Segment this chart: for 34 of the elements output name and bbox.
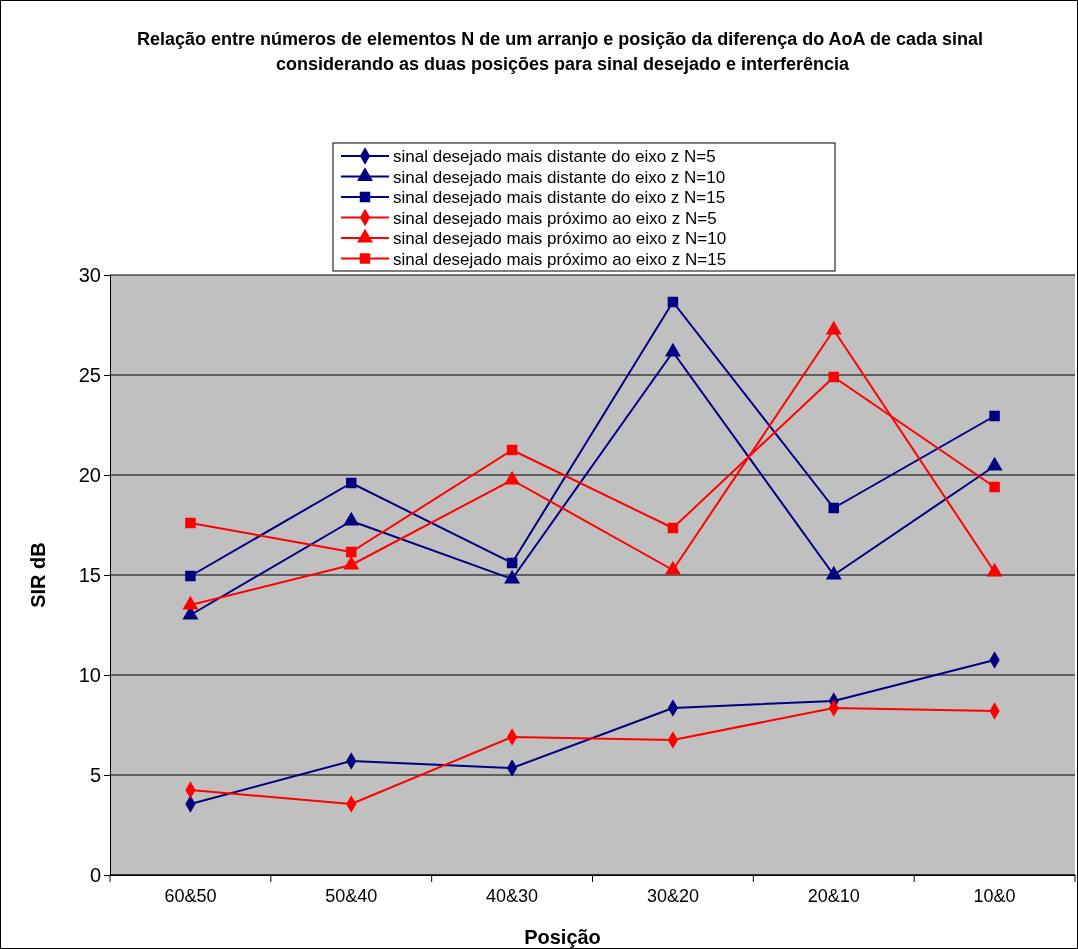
- x-tick-label: 20&10: [807, 885, 860, 906]
- legend-label: sinal desejado mais próximo ao eixo z N=15: [393, 249, 727, 269]
- point: [667, 296, 679, 308]
- x-tick-label: 40&30: [486, 885, 539, 906]
- point: [506, 557, 518, 569]
- point: [506, 444, 518, 456]
- point: [828, 371, 839, 383]
- point: [346, 477, 357, 489]
- legend-label: sinal desejado mais distante do eixo z N=10: [393, 167, 726, 187]
- y-tick-label: 5: [89, 763, 101, 786]
- point: [346, 546, 357, 558]
- y-tick-label: 25: [78, 363, 101, 386]
- y-tick-label: 30: [78, 263, 101, 286]
- point: [989, 481, 1000, 493]
- point: [185, 517, 196, 529]
- x-tick-label: 60&50: [164, 885, 217, 906]
- x-tick-label: 50&40: [325, 885, 378, 906]
- chart-title: Relação entre números de elementos N de um arranjo e posição da diferença do AoA de cada sinal considerando as duas posições para sinal desejado e interferência: [137, 29, 988, 74]
- x-tick-label: 30&20: [646, 885, 699, 906]
- y-tick-label: 15: [78, 563, 101, 586]
- y-tick-label: 10: [78, 663, 101, 686]
- legend-label: sinal desejado mais distante do eixo z N=15: [393, 188, 726, 207]
- point: [989, 410, 1000, 422]
- x-tick-label: 10&0: [973, 885, 1016, 906]
- y-tick-label: 0: [89, 863, 101, 886]
- legend-label: sinal desejado mais próximo ao eixo z N=10: [393, 229, 727, 248]
- y-tick-label: 20: [78, 463, 101, 486]
- y-axis-title: SIR dB: [27, 542, 49, 608]
- point: [828, 502, 839, 514]
- x-axis-title: Posição: [524, 926, 601, 948]
- legend-label: sinal desejado mais próximo ao eixo z N=5: [393, 208, 717, 228]
- point: [185, 570, 196, 582]
- legend-label: sinal desejado mais distante do eixo z N=5: [393, 147, 716, 166]
- point: [667, 522, 679, 534]
